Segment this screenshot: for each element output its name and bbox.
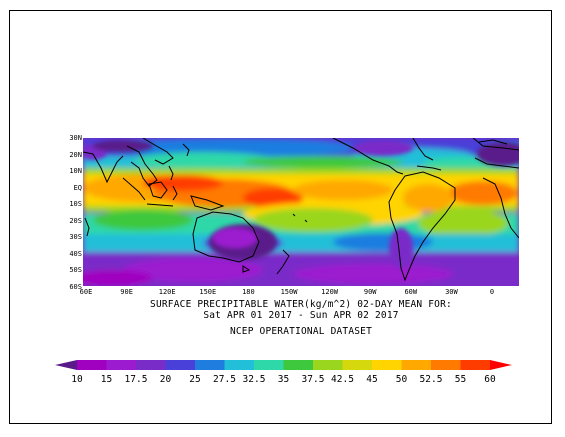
colorbar-label: 32.5 [242,374,266,385]
colorbar-segment [283,360,314,370]
longitude-label: 180 [242,288,255,296]
colorbar-segment [106,360,137,370]
colorbar-segment [401,360,432,370]
dry-land-regions [83,140,519,268]
colorbar-label: 10 [71,374,83,385]
colorbar-label: 17.5 [124,374,148,385]
latitude-label: 20N [69,150,82,159]
latitude-label: 50S [69,266,82,274]
map-field [83,138,519,286]
latitude-label: 60S [69,282,82,291]
colorbar-segment [195,360,225,370]
latitude-label: 20S [69,216,82,225]
water-vapor-field [83,138,519,286]
precipitable-water-map [83,138,519,286]
colorbar-segment [77,360,107,370]
longitude-label: 90E [120,288,133,296]
longitude-label: 150W [280,288,298,296]
colorbar-segment [136,360,166,370]
colorbar-segment [313,360,343,370]
colorbar-label: 27.5 [213,374,236,385]
latitude-label: 10N [69,167,82,175]
colorbar-label: 37.5 [301,374,325,385]
longitude-label: 120E [158,288,176,296]
longitude-label: 30W [445,288,458,296]
colorbar-label: 52.5 [419,374,443,385]
longitude-label: 60E [79,288,93,296]
colorbar-label: 20 [159,374,172,385]
colorbar-min-arrow [55,360,77,370]
colorbar-label: 55 [454,374,467,385]
colorbar-segment [342,360,373,370]
coastline-outlines [83,138,519,282]
colorbar-label: 35 [277,374,290,385]
longitude-label: 150E [199,288,217,296]
latitude-label: 30N [69,134,82,142]
colorbar-label: 50 [395,374,408,385]
colorbar-segment [431,360,461,370]
colorbar-label: 45 [366,374,378,385]
latitude-label: 10S [69,200,82,208]
map-title-line1: SURFACE PRECIPITABLE WATER(kg/m^2) 02-DA… [150,299,452,310]
latitude-label: EQ [73,183,82,192]
longitude-label: 120W [321,288,339,296]
colorbar-segment [372,360,402,370]
longitude-label: 60W [404,288,418,296]
colorbar-segment [224,360,255,370]
colorbar-max-arrow [490,360,512,370]
color-scale-bar [55,360,512,370]
colorbar-segment [165,360,196,370]
latitude-label: 40S [69,249,82,258]
colorbar-segment [460,360,491,370]
plot-frame [9,10,552,424]
map-title-line2: Sat APR 01 2017 - Sun APR 02 2017 [203,310,399,321]
colorbar-label: 25 [189,374,201,385]
latitude-label: 30S [69,233,82,241]
longitude-label: 90W [363,288,377,296]
colorbar-label: 15 [100,374,113,385]
longitude-label: 0 [489,288,495,296]
colorbar-label: 60 [484,374,496,385]
colorbar-label: 42.5 [331,374,354,385]
colorbar-segment [254,360,284,370]
dataset-label: NCEP OPERATIONAL DATASET [229,326,373,337]
